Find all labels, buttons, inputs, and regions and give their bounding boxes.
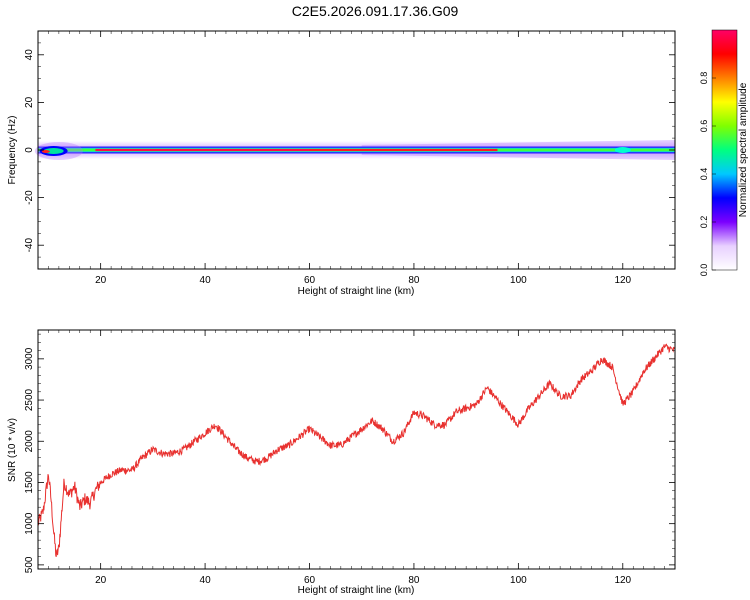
x-tick-label: 40 [200, 575, 212, 586]
snr-plot-area [38, 330, 675, 569]
band-peak [95, 149, 310, 151]
snr-x-axis-label: Height of straight line (km) [298, 585, 415, 596]
spectrogram-panel: 20 40 60 80 100 120 40 20 0 -20 -40 Height of str… [7, 30, 676, 297]
colorbar-gradient [711, 29, 738, 271]
y-tick-label: 3000 [24, 347, 35, 370]
x-tick-label: 20 [95, 575, 107, 586]
colorbar-tick-label: 0.4 [699, 168, 709, 181]
spectrogram-band [34, 140, 675, 160]
snr-y-axis-label: SNR (10 * v/v) [7, 418, 18, 482]
x-tick-label: 60 [304, 575, 316, 586]
x-tick-label: 60 [304, 275, 316, 286]
spectrogram-x-ticks: 20 40 60 80 100 120 [37, 31, 676, 286]
y-tick-label: -20 [24, 190, 35, 205]
x-tick-label: 40 [200, 275, 212, 286]
y-tick-label: 2000 [24, 430, 35, 453]
x-tick-label: 120 [614, 275, 631, 286]
x-tick-label: 80 [408, 575, 420, 586]
band-late-blob [614, 147, 631, 153]
y-tick-label: -40 [24, 238, 35, 253]
snr-x-ticks: 20 40 60 80 100 120 [37, 330, 676, 586]
x-tick-label: 120 [614, 575, 631, 586]
spectrogram-y-ticks: 40 20 0 -20 -40 [24, 30, 675, 270]
colorbar: 0.0 0.2 0.4 0.6 0.8 Normalized spectral ampl… [699, 29, 749, 277]
snr-panel: 20 40 60 80 100 120 500 1000 1500 2000 2500 3000 H… [7, 329, 676, 596]
colorbar-ticks: 0.0 0.2 0.4 0.6 0.8 [699, 72, 716, 277]
spectrogram-x-axis-label: Height of straight line (km) [298, 286, 415, 297]
colorbar-label: Normalized spectral amplitude [738, 82, 749, 217]
y-tick-label: 20 [24, 96, 35, 108]
x-tick-label: 100 [510, 575, 527, 586]
x-tick-label: 80 [408, 275, 420, 286]
figure-title: C2E5.2026.091.17.36.G09 [292, 3, 459, 19]
y-tick-label: 0 [24, 147, 35, 153]
colorbar-tick-label: 0.2 [699, 216, 709, 229]
y-tick-label: 40 [24, 49, 35, 61]
colorbar-tick-label: 0.8 [699, 72, 709, 85]
band-early-red [41, 150, 50, 153]
colorbar-tick-label: 0.0 [699, 264, 709, 277]
x-tick-label: 20 [95, 275, 107, 286]
y-tick-label: 500 [24, 556, 35, 573]
y-tick-label: 1000 [24, 512, 35, 535]
spectrogram-y-axis-label: Frequency (Hz) [7, 116, 18, 185]
y-tick-label: 1500 [24, 471, 35, 494]
snr-series-line [37, 343, 676, 557]
colorbar-tick-label: 0.6 [699, 120, 709, 133]
y-tick-label: 2500 [24, 388, 35, 411]
snr-y-ticks: 500 1000 1500 2000 2500 3000 [24, 333, 675, 573]
x-tick-label: 100 [510, 275, 527, 286]
